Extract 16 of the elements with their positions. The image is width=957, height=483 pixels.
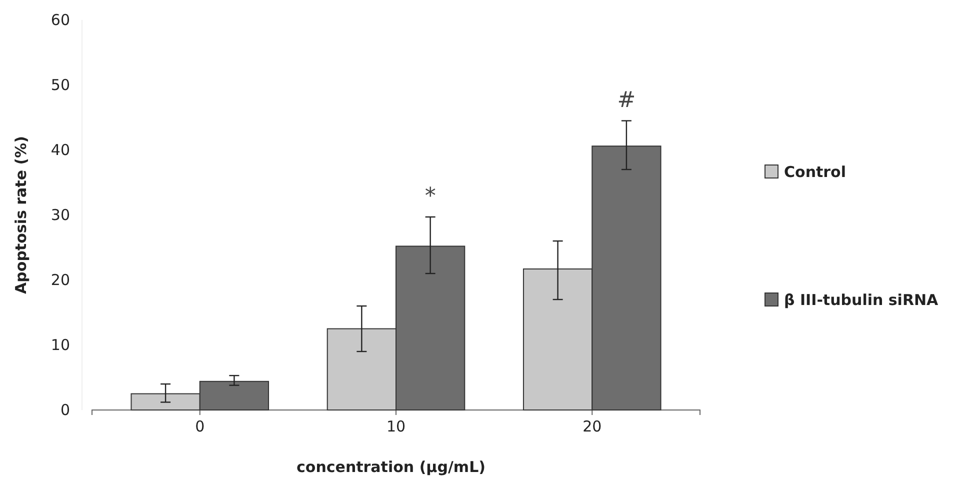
y-tick-label: 10 (50, 336, 70, 354)
y-tick-label: 0 (60, 400, 70, 419)
annotation: * (424, 184, 436, 209)
y-tick-label: 50 (50, 76, 70, 94)
legend-label: β III-tubulin siRNA (784, 291, 939, 309)
y-tick-label: 30 (50, 206, 70, 224)
y-tick-label: 20 (50, 270, 70, 289)
x-tick-label: 10 (386, 418, 406, 436)
legend-label: Control (784, 163, 846, 181)
x-tick-label: 20 (582, 418, 602, 436)
y-tick-label: 60 (50, 10, 70, 29)
y-tick-label: 40 (50, 140, 70, 159)
annotation: # (617, 88, 636, 113)
y-axis-title: Apoptosis rate (%) (12, 136, 30, 294)
x-tick-label: 0 (195, 418, 205, 436)
x-axis-title: concentration (μg/mL) (296, 458, 486, 476)
